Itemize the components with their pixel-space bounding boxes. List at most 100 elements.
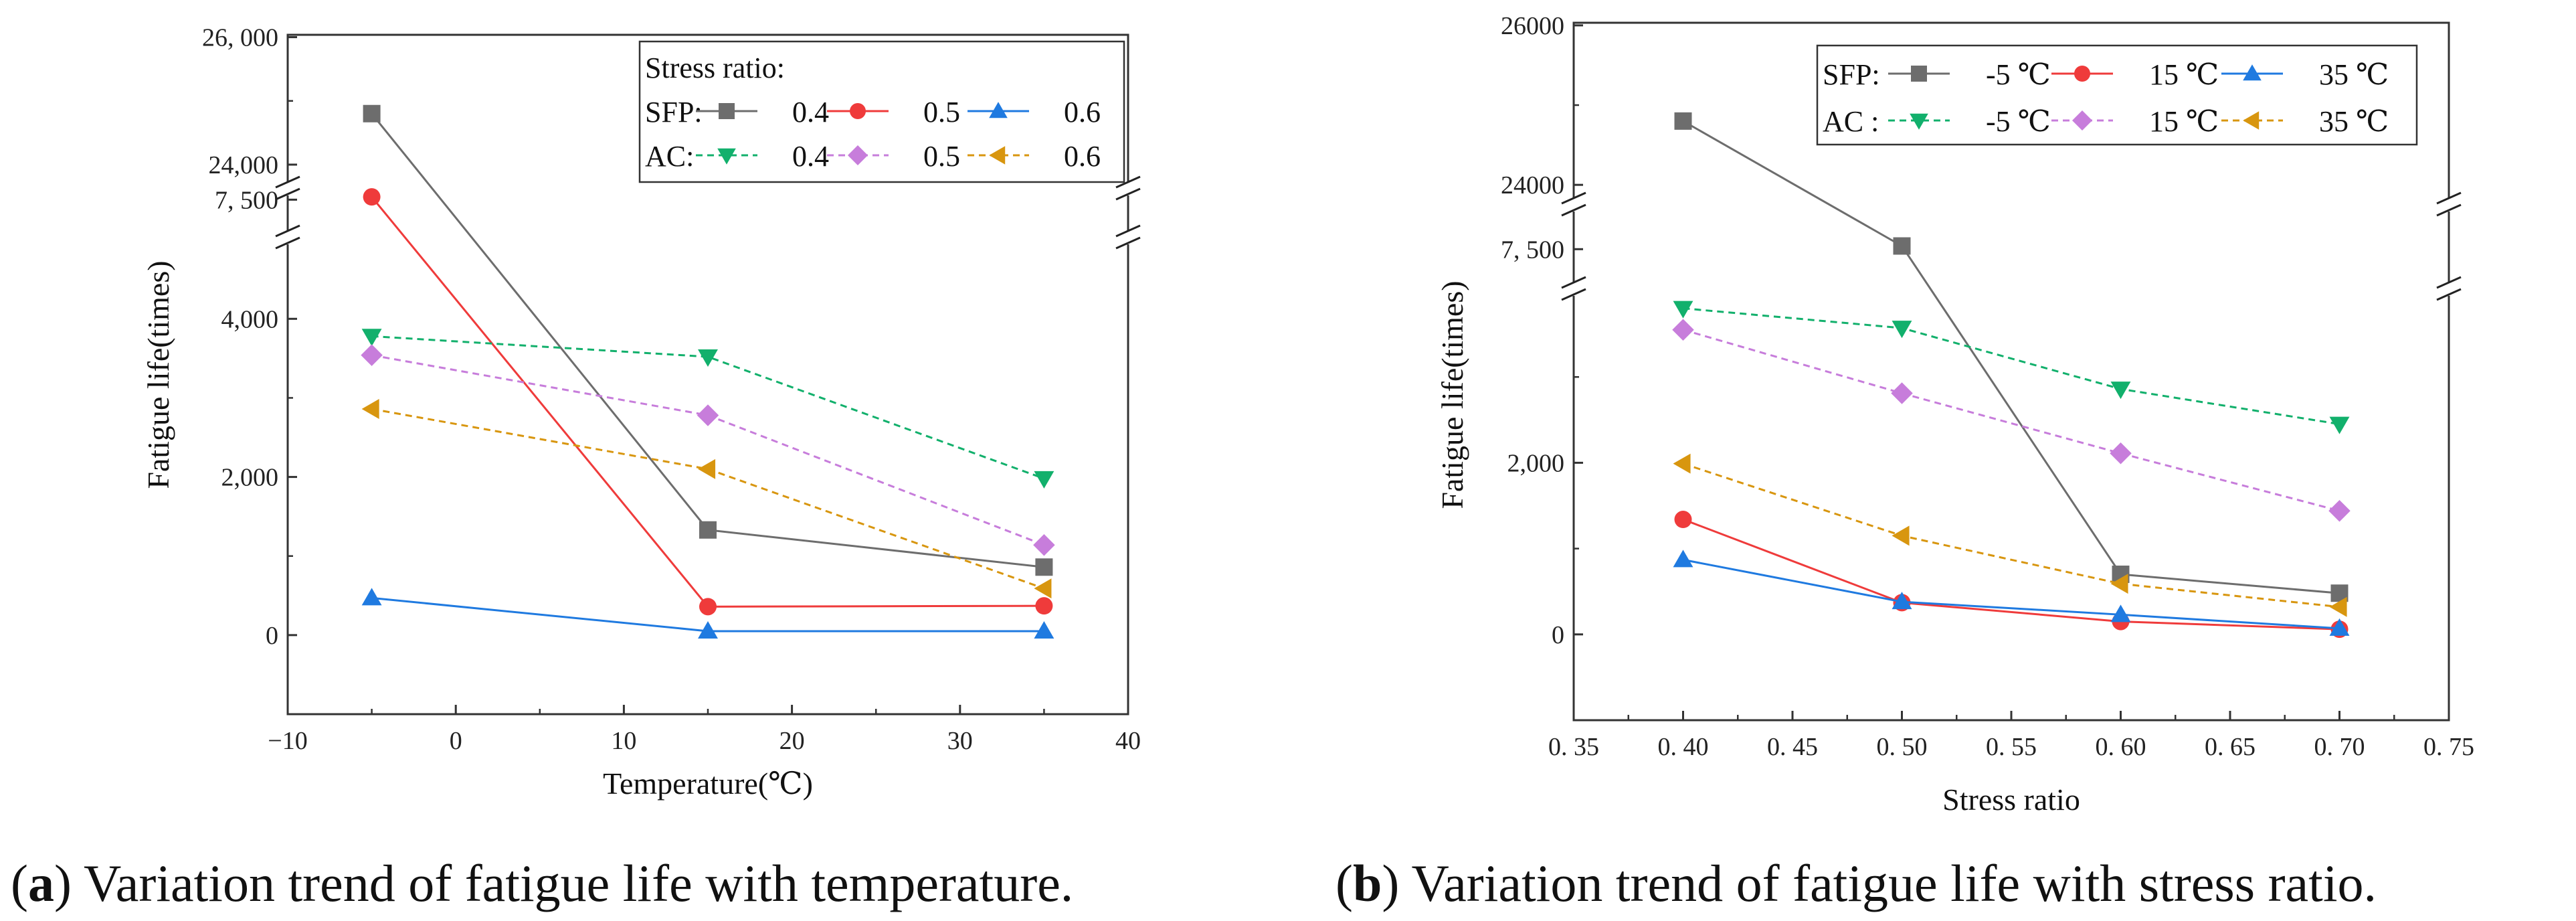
chart-b-x-axis-label: Stress ratio (1942, 782, 2080, 817)
chart-b-axis-break-mark (2436, 288, 2462, 301)
chart-a-y-tick-label: 2,000 (221, 464, 279, 492)
chart-b-data-point (1892, 592, 1912, 610)
chart-a-axis-break-mark (275, 187, 300, 201)
caption-a-letter: a (28, 854, 54, 912)
chart-b-legend-row-ac: AC : (1823, 105, 1879, 138)
chart-b-data-point (1673, 550, 1693, 568)
chart-a-axis-break-mark (1115, 224, 1141, 238)
chart-a-axis-break-mark (275, 236, 300, 250)
chart-a-ticks: −10 0 10 20 30 40 0 2,000 4,000 7, 500 24,000 26, 0… (202, 24, 1141, 755)
chart-a-x-tick-label: 0 (450, 727, 462, 755)
chart-a-series (361, 104, 1055, 639)
chart-a-legend-symbols (696, 102, 1029, 165)
chart-b-axis-break-gap (2445, 198, 2453, 212)
chart-b-y-tick-label: 24000 (1501, 171, 1564, 199)
chart-a-legend-entry-3: 0.6 (1064, 96, 1101, 129)
chart-b-data-point (1674, 112, 1692, 130)
chart-a-legend-entry-4: 0.4 (792, 140, 829, 173)
chart-b-legend: SFP: AC : -5 ℃ 15 ℃ 35 ℃ -5 ℃ 15 ℃ 35 ℃ (1816, 44, 2418, 146)
chart-b-y-tick-label: 2,000 (1507, 449, 1565, 477)
chart-a-y-tick-label: 24,000 (209, 151, 279, 179)
chart-b-x-tick-label: 0. 70 (2314, 733, 2365, 761)
chart-a-legend-marker (848, 145, 868, 165)
chart-a-data-point (699, 521, 717, 539)
chart-a-x-tick-label: 30 (947, 727, 973, 755)
chart-a-data-point (697, 404, 719, 426)
chart-b-data-point (2328, 499, 2351, 522)
chart-a-legend-entry-6: 0.6 (1064, 140, 1101, 173)
caption-b: (b) Variation trend of fatigue life with… (1336, 854, 2377, 912)
chart-b-axis-break-mark (2436, 276, 2462, 289)
chart-a-data-point (361, 399, 379, 419)
chart-b-data-point (2330, 584, 2349, 602)
chart-b-legend-marker (1910, 113, 1928, 130)
chart-b-axis-break-mark (1561, 288, 1586, 301)
chart-a-legend-entry-2: 0.5 (923, 96, 960, 129)
chart-b-data-point (2329, 618, 2350, 636)
chart-b-series-line (1683, 329, 2340, 512)
chart-a-legend-row-ac: AC: (645, 140, 694, 173)
caption-a-text: ) Variation trend of fatigue life with t… (54, 854, 1073, 912)
chart-b-data-point (1673, 301, 1693, 319)
chart-b-legend-box (1816, 44, 2418, 146)
chart-a-data-point (1035, 558, 1053, 576)
chart-b-x-tick-label: 0. 60 (2096, 733, 2146, 761)
chart-b-series (1672, 112, 2351, 639)
chart-b-data-point (2329, 416, 2350, 434)
chart-b-x-tick-label: 0. 45 (1767, 733, 1818, 761)
chart-a-axis-break-mark (275, 175, 300, 189)
chart-a-data-point (1034, 471, 1054, 489)
chart-a-axis-break-mark (1115, 236, 1141, 250)
chart-a-y-tick-label: 7, 500 (215, 186, 278, 214)
chart-a-data-point (363, 104, 381, 122)
chart-a-axis-break-mark (1115, 175, 1141, 189)
chart-a-data-point (361, 588, 382, 606)
chart-b-data-point (2110, 604, 2131, 622)
chart-a-axis-break-gap (284, 182, 292, 195)
chart-a-legend-marker (719, 103, 735, 119)
chart-b-legend-marker (2243, 111, 2260, 130)
chart-b-data-point (1892, 525, 1910, 546)
chart-b-legend-entry-5: 15 ℃ (2149, 105, 2219, 138)
chart-b-legend-entry-4: -5 ℃ (1986, 105, 2051, 138)
chart-b-axis-break-mark (1561, 191, 1586, 205)
chart-a-data-point (363, 188, 381, 206)
chart-b-x-tick-label: 0. 50 (1877, 733, 1928, 761)
chart-b-data-point (1892, 321, 1912, 339)
chart-a-x-tick-label: 40 (1115, 727, 1141, 755)
chart-a-legend-row-sfp: SFP: (645, 96, 703, 129)
chart-b-legend-marker (2243, 64, 2262, 81)
chart-b-legend-marker (2072, 110, 2092, 131)
chart-a-legend: Stress ratio: SFP: AC: 0.4 0.5 0.6 0.4 0… (638, 40, 1125, 183)
chart-b-axis-break-gap (1570, 282, 1578, 296)
chart-a-x-axis-label: Temperature(℃) (603, 766, 813, 801)
chart-b-x-tick-label: 0. 75 (2423, 733, 2474, 761)
chart-a-legend-marker (989, 102, 1008, 118)
chart-a-data-point (698, 458, 716, 479)
chart-a-data-point (1033, 533, 1055, 556)
chart-b-series-line (1683, 307, 2340, 426)
chart-a-x-tick-label: 10 (611, 727, 636, 755)
chart-a-data-point (361, 344, 383, 366)
chart-b-data-point (2110, 382, 2131, 400)
chart-a-series-line (371, 196, 1044, 608)
caption-b-letter: b (1353, 854, 1382, 912)
chart-a-axis-break-mark (275, 224, 300, 238)
chart-a-data-point (1035, 597, 1053, 615)
chart-b-x-tick-label: 0. 65 (2205, 733, 2256, 761)
chart-b-legend-entry-6: 35 ℃ (2319, 105, 2389, 138)
chart-b-data-point (1672, 319, 1694, 341)
chart-a-series-line (371, 335, 1044, 480)
chart-a-axis-break-gap (1124, 231, 1132, 244)
chart-b-data-point (2110, 442, 2132, 465)
chart-a-series-line (371, 408, 1044, 590)
chart-b-y-axis-label: Fatigue life(times) (1435, 280, 1469, 509)
chart-b-y-tick-label: 7, 500 (1501, 236, 1564, 264)
chart-a-data-point (698, 349, 718, 367)
chart-b-axis-break-mark (1561, 276, 1586, 289)
chart-b-x-tick-label: 0. 55 (1986, 733, 2037, 761)
chart-a-series-line (371, 354, 1044, 546)
chart-b-legend-marker (2074, 66, 2090, 82)
chart-b-axis-breaks (1561, 191, 2462, 301)
chart-b-data-point (2110, 574, 2128, 594)
